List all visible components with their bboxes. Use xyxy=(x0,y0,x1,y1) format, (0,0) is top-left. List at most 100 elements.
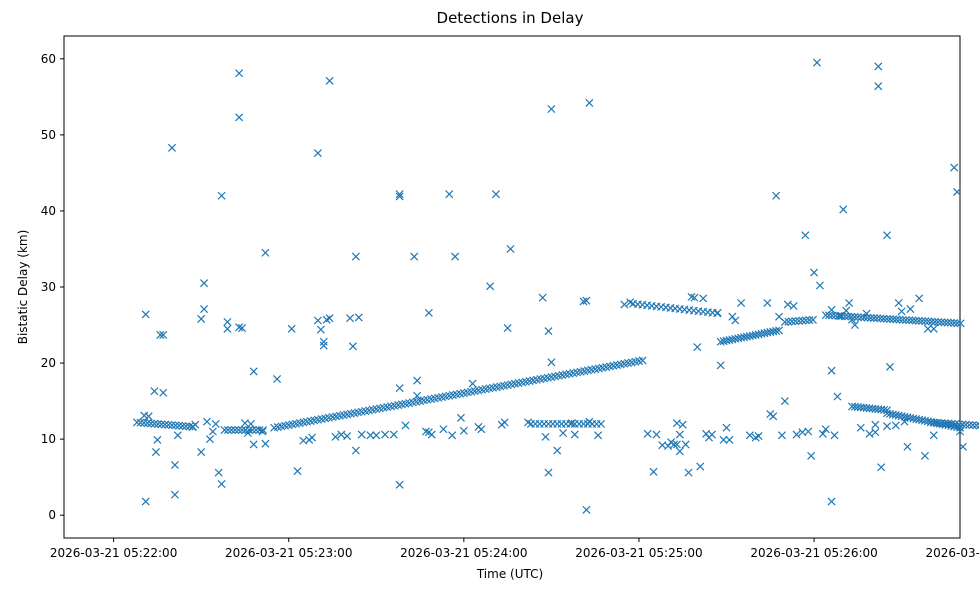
data-point xyxy=(894,298,903,307)
data-point xyxy=(882,314,891,323)
data-point xyxy=(805,316,814,325)
data-point xyxy=(319,341,328,350)
data-point xyxy=(915,294,924,303)
data-point xyxy=(325,76,334,85)
data-point xyxy=(920,451,930,460)
data-point xyxy=(929,431,938,440)
data-point xyxy=(401,421,410,430)
data-point xyxy=(856,423,865,432)
data-point xyxy=(582,505,591,514)
data-point xyxy=(348,342,357,351)
data-point xyxy=(421,427,430,436)
data-point xyxy=(930,418,939,427)
data-point xyxy=(850,321,859,330)
data-point xyxy=(847,315,857,324)
y-tick-label: 30 xyxy=(41,280,56,294)
data-point xyxy=(871,428,880,437)
data-point xyxy=(837,312,846,321)
data-point xyxy=(249,440,258,449)
data-point xyxy=(171,421,180,430)
data-point xyxy=(775,312,784,321)
data-point xyxy=(395,190,404,199)
data-point xyxy=(343,432,352,441)
data-point xyxy=(943,318,952,327)
data-point xyxy=(139,418,148,427)
data-point xyxy=(827,305,836,314)
data-point xyxy=(243,429,252,438)
data-point xyxy=(929,324,938,333)
data-point xyxy=(672,440,681,449)
data-point xyxy=(722,423,731,432)
data-point xyxy=(235,69,244,78)
data-point xyxy=(827,497,836,506)
x-tick-label: 2026-03-21 05:27:00 xyxy=(925,546,979,560)
data-point xyxy=(185,422,194,431)
y-tick-label: 50 xyxy=(41,128,56,142)
data-point xyxy=(151,448,160,457)
data-point xyxy=(439,425,448,434)
data-point xyxy=(780,397,789,406)
y-axis-label: Bistatic Delay (km) xyxy=(16,230,30,345)
data-point xyxy=(690,293,699,302)
data-point xyxy=(804,427,813,436)
data-point xyxy=(789,301,798,311)
data-point xyxy=(354,313,363,322)
data-point xyxy=(965,420,974,429)
data-point xyxy=(885,362,894,371)
data-point xyxy=(871,420,880,429)
data-point xyxy=(544,327,553,336)
x-tick-label: 2026-03-21 05:26:00 xyxy=(750,546,877,560)
data-point xyxy=(337,430,346,439)
data-point xyxy=(223,317,232,327)
data-point xyxy=(885,315,894,324)
data-point xyxy=(906,305,915,314)
y-tick-label: 40 xyxy=(41,204,56,218)
data-point xyxy=(456,413,465,422)
data-point xyxy=(258,427,267,436)
data-point xyxy=(713,308,722,317)
data-point xyxy=(506,244,515,253)
data-point xyxy=(675,447,684,456)
data-point xyxy=(553,446,562,455)
data-point xyxy=(775,326,784,335)
data-point xyxy=(833,392,842,401)
data-point xyxy=(725,435,734,444)
data-point xyxy=(167,421,177,430)
data-point xyxy=(801,316,810,325)
data-point xyxy=(777,431,786,440)
data-point xyxy=(684,468,693,477)
data-point xyxy=(524,418,533,427)
data-point xyxy=(865,429,874,438)
data-point xyxy=(160,420,170,429)
data-point xyxy=(675,430,684,439)
data-point xyxy=(794,316,803,325)
data-point xyxy=(316,325,325,334)
data-point xyxy=(413,391,422,400)
data-point xyxy=(381,430,390,439)
data-point xyxy=(313,316,322,325)
data-point xyxy=(953,187,962,196)
data-point xyxy=(940,318,949,327)
data-point xyxy=(877,463,886,472)
data-point xyxy=(810,268,819,277)
data-point xyxy=(791,317,800,326)
data-point xyxy=(585,417,594,426)
data-point xyxy=(234,425,243,435)
data-point xyxy=(696,462,705,471)
data-point xyxy=(596,419,606,428)
data-point xyxy=(707,430,716,439)
data-point xyxy=(812,58,822,67)
data-point xyxy=(159,330,168,339)
data-point xyxy=(807,451,816,460)
data-point xyxy=(889,315,898,324)
data-point xyxy=(202,417,212,426)
data-point xyxy=(395,384,404,393)
data-point xyxy=(845,298,854,307)
data-point xyxy=(178,421,187,430)
data-point xyxy=(351,446,360,455)
data-point xyxy=(164,420,173,429)
data-point xyxy=(728,312,737,321)
data-point xyxy=(801,231,810,240)
data-point xyxy=(681,440,690,449)
